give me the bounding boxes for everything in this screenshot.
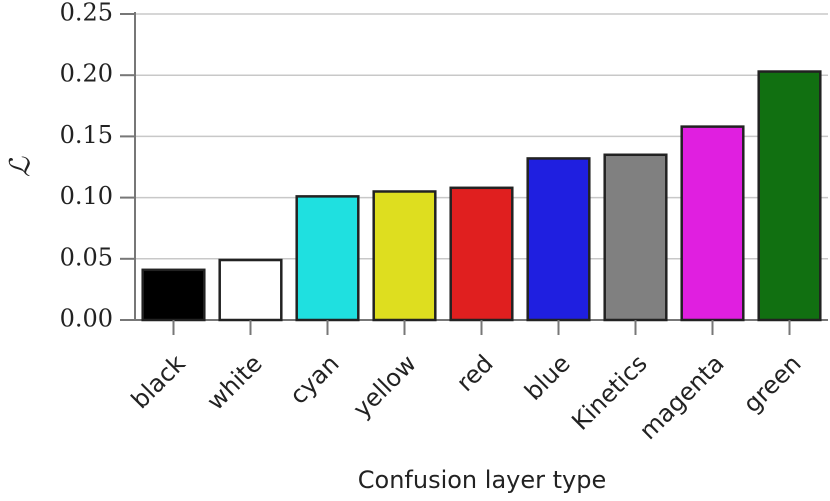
y-axis-label: ℒ: [4, 156, 37, 177]
bar: [295, 195, 360, 322]
x-tick-label: white: [201, 349, 267, 415]
x-tick-label: red: [451, 349, 499, 397]
bar: [526, 157, 591, 322]
bar: [141, 268, 206, 322]
x-tick-label: magenta: [634, 349, 730, 445]
y-tick-label: 0.05: [60, 243, 113, 271]
x-tick-label: yellow: [348, 349, 422, 423]
bar: [218, 258, 283, 322]
bar: [449, 186, 514, 322]
x-tick-label: cyan: [284, 349, 344, 409]
bar: [372, 190, 437, 322]
x-tick-label: blue: [519, 349, 575, 405]
y-tick-label: 0.25: [60, 0, 113, 27]
x-tick-label: black: [126, 349, 191, 414]
y-tick-label: 0.15: [60, 121, 113, 149]
x-axis-label: Confusion layer type: [358, 466, 606, 494]
bar: [603, 153, 668, 322]
y-tick-label: 0.00: [60, 305, 113, 333]
bar: [680, 125, 745, 322]
bar: [757, 70, 822, 322]
y-tick-label: 0.20: [60, 60, 113, 88]
y-tick-label: 0.10: [60, 182, 113, 210]
x-tick-label: green: [738, 349, 807, 418]
